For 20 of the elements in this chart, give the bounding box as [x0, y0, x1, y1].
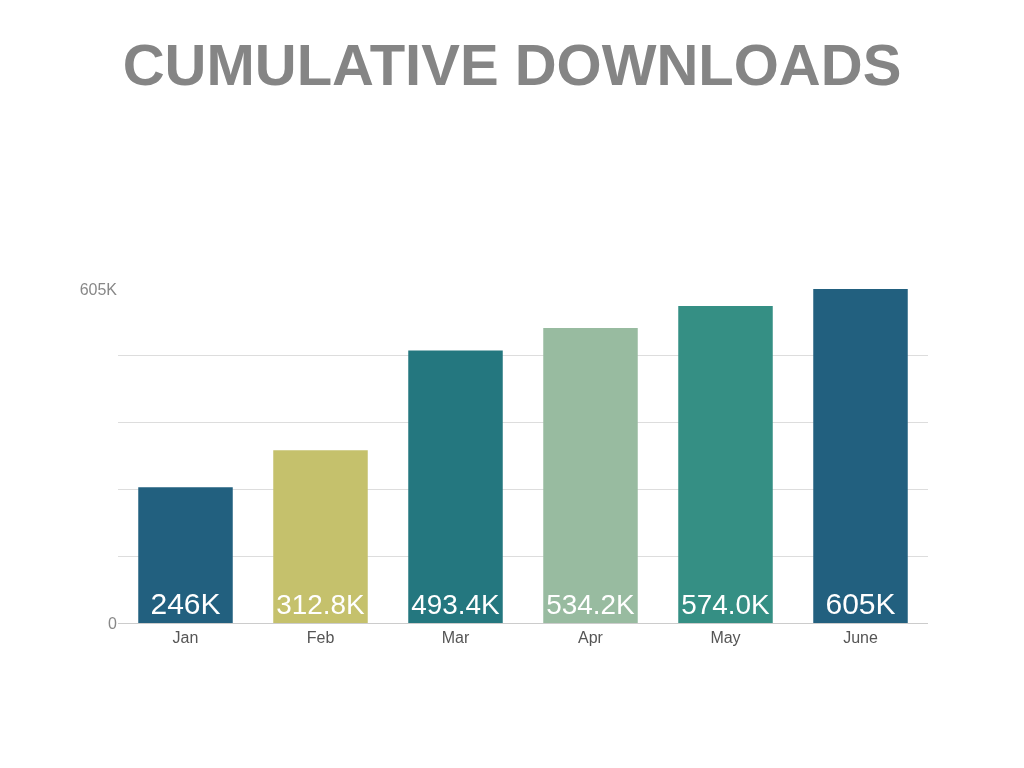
- chart-title: CUMULATIVE DOWNLOADS: [122, 32, 902, 98]
- data-label: 605K: [825, 587, 896, 620]
- x-tick-label: Feb: [306, 629, 335, 647]
- bar: [273, 450, 368, 623]
- data-label: 534.2K: [546, 589, 636, 621]
- bar: [813, 289, 908, 623]
- y-tick-label: 0: [108, 614, 118, 632]
- data-label: 574.0K: [681, 589, 771, 621]
- x-tick-label: May: [710, 629, 741, 647]
- x-tick-label: June: [843, 629, 878, 647]
- x-tick-label: Mar: [441, 629, 470, 647]
- data-label: 493.4K: [411, 589, 501, 621]
- x-tick-label: Apr: [578, 629, 604, 647]
- data-label: 312.8K: [276, 589, 366, 621]
- data-label: 246K: [150, 587, 221, 620]
- x-tick-label: Jan: [172, 629, 199, 647]
- bar: [678, 306, 773, 623]
- bar: [408, 350, 503, 623]
- bar: [543, 328, 638, 623]
- bar: [138, 487, 233, 623]
